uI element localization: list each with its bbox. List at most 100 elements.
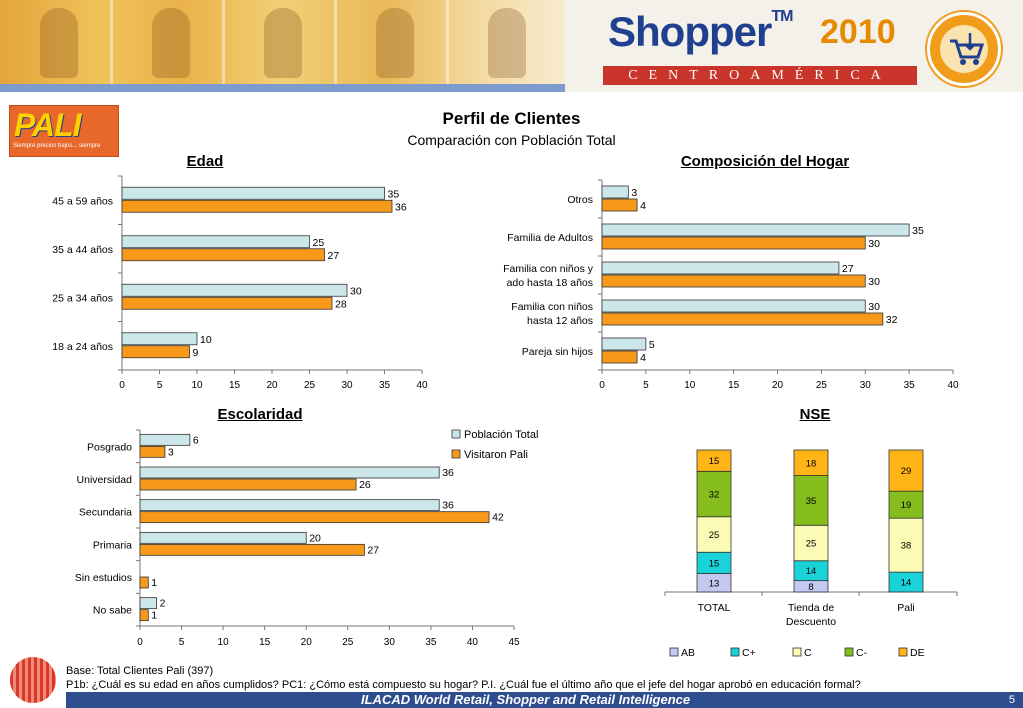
data-label: 27 bbox=[367, 544, 379, 556]
legend-swatch bbox=[451, 449, 461, 459]
data-label: 3 bbox=[631, 187, 637, 199]
legend-label: C- bbox=[856, 647, 868, 659]
pali-logo-text: PALI bbox=[14, 107, 82, 143]
photo-tile bbox=[448, 0, 558, 84]
footer-bar-text: ILACAD World Retail, Shopper and Retail … bbox=[361, 692, 691, 707]
segment-label: 38 bbox=[901, 541, 912, 552]
bar-poblacion bbox=[139, 597, 158, 610]
x-tick-label: 20 bbox=[772, 380, 784, 391]
bar-pali bbox=[121, 248, 325, 262]
bar-pali bbox=[139, 445, 166, 458]
x-tick-label: 30 bbox=[860, 380, 872, 391]
segment-label: 19 bbox=[901, 500, 912, 511]
data-label: 4 bbox=[640, 352, 646, 364]
bar-pali bbox=[121, 199, 393, 213]
data-label: 36 bbox=[442, 467, 454, 479]
region-strip: CENTROAMÉRICA bbox=[603, 66, 917, 85]
stack-segment-C bbox=[888, 517, 924, 573]
category-label: Pali bbox=[897, 602, 915, 614]
x-tick-label: 40 bbox=[947, 380, 959, 391]
bar-poblacion bbox=[601, 223, 910, 237]
segment-label: 18 bbox=[806, 458, 817, 469]
x-tick-label: 5 bbox=[643, 380, 649, 391]
chart-title-hogar: Composición del Hogar bbox=[680, 153, 850, 170]
x-tick-label: 15 bbox=[259, 637, 271, 648]
data-label: 2 bbox=[160, 598, 166, 610]
data-label: 35 bbox=[388, 188, 400, 200]
bar-poblacion bbox=[121, 332, 198, 346]
category-label: 18 a 24 años bbox=[52, 341, 113, 353]
page-subtitle: Comparación con Población Total bbox=[407, 132, 616, 148]
banner-photo bbox=[0, 0, 565, 92]
bar-pali bbox=[139, 543, 365, 556]
chart-title-escolaridad: Escolaridad bbox=[217, 406, 303, 423]
stack-segment-DE bbox=[793, 449, 829, 476]
data-label: 4 bbox=[640, 200, 646, 212]
segment-label: 14 bbox=[901, 578, 912, 589]
shopper-brand: Shopper bbox=[608, 8, 772, 55]
stack-segment-DE bbox=[888, 449, 924, 492]
data-label: 9 bbox=[193, 347, 199, 359]
footer-base: Base: Total Clientes Pali (397) bbox=[66, 665, 214, 677]
data-label: 10 bbox=[200, 334, 212, 346]
x-tick-label: 20 bbox=[301, 637, 313, 648]
data-label: 35 bbox=[912, 225, 924, 237]
segment-label: 29 bbox=[901, 466, 912, 477]
x-tick-label: 5 bbox=[157, 380, 163, 391]
x-tick-label: 40 bbox=[416, 380, 428, 391]
bar-pali bbox=[601, 198, 638, 212]
category-label: Familia con niños y bbox=[503, 263, 594, 275]
bar-pali bbox=[601, 350, 638, 364]
stack-segment-C bbox=[793, 524, 829, 562]
legend-swatch bbox=[792, 647, 802, 657]
category-label: TOTAL bbox=[698, 602, 731, 614]
bar-pali bbox=[139, 609, 149, 622]
legend-label: Visitaron Pali bbox=[464, 449, 528, 461]
x-tick-label: 10 bbox=[684, 380, 696, 391]
legend-label: Población Total bbox=[464, 429, 538, 441]
stack-segment-C- bbox=[696, 470, 732, 518]
x-tick-label: 25 bbox=[342, 637, 354, 648]
data-label: 3 bbox=[168, 446, 174, 458]
photo-tile bbox=[0, 0, 113, 84]
legend-swatch bbox=[844, 647, 854, 657]
bar-pali bbox=[601, 236, 866, 250]
data-label: 30 bbox=[868, 276, 880, 288]
segment-label: 15 bbox=[709, 558, 720, 569]
bar-poblacion bbox=[121, 235, 310, 249]
segment-label: 32 bbox=[709, 490, 720, 501]
x-tick-label: 35 bbox=[379, 380, 391, 391]
data-label: 20 bbox=[309, 532, 321, 544]
data-label: 6 bbox=[193, 434, 199, 446]
category-label: ado hasta 18 años bbox=[507, 277, 593, 289]
bar-poblacion bbox=[139, 499, 440, 512]
x-tick-label: 10 bbox=[191, 380, 203, 391]
x-tick-label: 20 bbox=[266, 380, 278, 391]
bar-pali bbox=[121, 296, 333, 310]
bar-pali bbox=[121, 345, 190, 359]
pali-slogan: Siempre precios bajos... siempre bbox=[13, 143, 101, 149]
category-label: Otros bbox=[567, 194, 593, 206]
category-label: Familia de Adultos bbox=[507, 232, 593, 244]
data-label: 27 bbox=[328, 250, 340, 262]
segment-label: 8 bbox=[808, 582, 813, 593]
x-tick-label: 25 bbox=[304, 380, 316, 391]
segment-label: 15 bbox=[709, 456, 720, 467]
shopper-logo: ShopperTM 2010 CENTROAMÉRICA bbox=[565, 0, 1023, 92]
data-label: 42 bbox=[492, 512, 504, 524]
category-label: Universidad bbox=[77, 474, 133, 486]
footer-question: P1b: ¿Cuál es su edad en años cumplidos?… bbox=[66, 679, 861, 691]
category-label: Familia con niños bbox=[511, 301, 593, 313]
pali-logo: PALI Siempre precios bajos... siempre bbox=[9, 105, 119, 157]
bar-poblacion bbox=[601, 337, 647, 351]
legend-label: DE bbox=[910, 647, 925, 659]
segment-label: 13 bbox=[709, 578, 720, 589]
bar-poblacion bbox=[601, 299, 866, 313]
x-tick-label: 0 bbox=[119, 380, 125, 391]
photo-tile bbox=[336, 0, 449, 84]
data-label: 32 bbox=[886, 314, 898, 326]
category-label: Secundaria bbox=[79, 507, 132, 519]
data-label: 5 bbox=[649, 339, 655, 351]
photo-tile bbox=[224, 0, 337, 84]
segment-label: 25 bbox=[806, 539, 817, 550]
